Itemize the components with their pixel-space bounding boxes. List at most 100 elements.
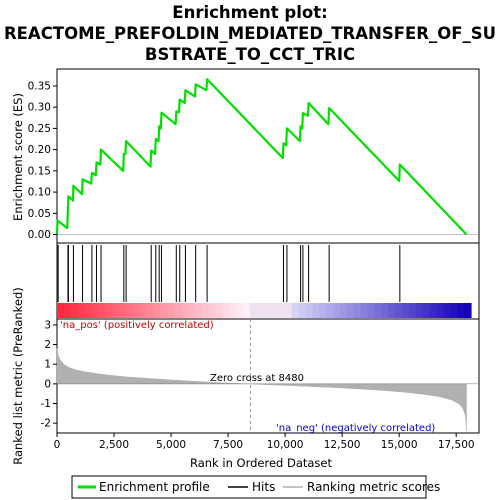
rank-color-segment: [388, 303, 396, 318]
rank-color-segment: [333, 303, 341, 318]
rank-color-segment: [215, 303, 224, 318]
legend-profile-label: Enrichment profile: [99, 480, 210, 494]
legend-metric-label: Ranking metric scores: [307, 480, 440, 494]
positive-correlation-label: 'na_pos' (positively correlated): [60, 320, 214, 331]
rank-color-segment: [374, 303, 382, 318]
rank-color-segment: [98, 303, 106, 318]
metric-y-tick-label: 0: [44, 378, 51, 390]
metric-y-tick-label: 1: [44, 359, 51, 371]
legend-item-hits: Hits: [228, 480, 275, 494]
rank-color-segment: [160, 303, 168, 318]
rank-color-segment: [243, 303, 251, 318]
legend-box: [71, 475, 427, 499]
rank-color-segment: [450, 303, 458, 318]
rank-color-segment: [326, 303, 334, 318]
rank-color-segment: [201, 303, 210, 318]
rank-color-segment: [188, 303, 196, 318]
rank-color-segment: [457, 303, 465, 318]
rank-color-segment: [181, 303, 189, 318]
rank-color-segment: [208, 303, 217, 318]
rank-color-segment: [422, 303, 431, 318]
rank-color-segment: [132, 303, 141, 318]
rank-color-segment: [77, 303, 86, 318]
title-line-1: Enrichment plot:: [172, 3, 327, 22]
ranking-metric-area: [56, 348, 467, 432]
rank-color-segment: [415, 303, 424, 318]
rank-color-segment: [339, 303, 348, 318]
rank-color-segment: [443, 303, 451, 318]
rank-color-segment: [250, 303, 258, 318]
es-y-tick-label: 0.35: [28, 80, 51, 92]
x-axis: 0 2,500 5,000 7,500 10,000 12,500 15,000 17,500: [54, 433, 475, 451]
rank-color-segment: [381, 303, 389, 318]
zero-cross-label: Zero cross at 8480: [210, 373, 304, 384]
metric-y-tick-label: -2: [41, 418, 51, 430]
x-tick-label: 10,000: [267, 439, 304, 451]
rank-color-segment: [305, 303, 313, 318]
metric-y-tick-label: -1: [41, 398, 51, 410]
rank-color-segment: [146, 303, 155, 318]
rank-color-segment: [277, 303, 286, 318]
x-tick-label: 15,000: [381, 439, 418, 451]
legend-hits-label: Hits: [252, 480, 275, 494]
es-y-tick-label: 0.25: [28, 123, 51, 135]
metric-y-tick-label: 3: [44, 319, 51, 331]
rank-color-segment: [236, 303, 244, 318]
rank-color-segment: [257, 303, 265, 318]
es-plot-layer: [55, 78, 479, 236]
rank-color-segment: [270, 303, 279, 318]
rank-color-segment: [119, 303, 127, 318]
es-y-tick-label: 0.10: [28, 187, 51, 199]
es-y-tick-label: 0.20: [28, 144, 51, 156]
rank-color-segment: [139, 303, 148, 318]
rank-color-segment: [464, 303, 472, 318]
x-axis-label: Rank in Ordered Dataset: [190, 456, 333, 470]
es-y-axis: 0.00 0.05 0.10 0.15 0.20 0.25 0.30 0.35: [28, 80, 57, 241]
rank-color-segment: [367, 303, 375, 318]
rank-color-segment: [70, 303, 79, 318]
rank-color-segment: [360, 303, 369, 318]
rank-color-segment: [63, 303, 72, 318]
x-tick-label: 17,500: [438, 439, 475, 451]
x-tick-label: 12,500: [324, 439, 361, 451]
rank-color-segment: [229, 303, 237, 318]
rank-color-segment: [195, 303, 203, 318]
rank-color-segment: [291, 303, 300, 318]
legend-item-ranking-metric: Ranking metric scores: [283, 480, 440, 494]
rank-color-segment: [264, 303, 272, 318]
es-y-tick-label: 0.00: [28, 229, 51, 241]
rank-color-bar: [57, 303, 472, 318]
rank-color-segment: [319, 303, 327, 318]
es-y-tick-label: 0.15: [28, 165, 51, 177]
x-tick-label: 5,000: [156, 439, 186, 451]
rank-color-segment: [408, 303, 417, 318]
es-y-tick-label: 0.30: [28, 102, 51, 114]
rank-color-segment: [429, 303, 438, 318]
rank-color-segment: [105, 303, 113, 318]
rank-color-segment: [353, 303, 362, 318]
rank-color-segment: [57, 303, 65, 318]
rank-color-segment: [402, 303, 410, 318]
negative-correlation-label: 'na_neg' (negatively correlated): [276, 423, 435, 434]
es-y-tick-label: 0.05: [28, 208, 51, 220]
rank-color-segment: [222, 303, 231, 318]
rank-color-segment: [312, 303, 320, 318]
rank-color-segment: [153, 303, 162, 318]
hits-layer: [57, 245, 401, 302]
metric-plot-layer: [56, 319, 479, 433]
es-panel-frame: [56, 68, 480, 244]
legend-item-enrichment-profile: Enrichment profile: [78, 480, 210, 494]
metric-y-axis-label: Ranked list metric (PreRanked): [11, 287, 25, 465]
metric-y-tick-label: 2: [44, 339, 51, 351]
rank-color-segment: [436, 303, 444, 318]
rank-color-segment: [126, 303, 134, 318]
x-tick-label: 2,500: [99, 439, 129, 451]
rank-color-segment: [112, 303, 120, 318]
title-line-2: REACTOME_PREFOLDIN_MEDIATED_TRANSFER_OF_…: [4, 24, 496, 43]
rank-color-segment: [84, 303, 93, 318]
rank-color-segment: [174, 303, 182, 318]
rank-color-segment: [91, 303, 99, 318]
title-line-3: BSTRATE_TO_CCT_TRIC: [145, 45, 355, 64]
rank-color-segment: [167, 303, 175, 318]
enrichment-profile-line: [55, 78, 468, 236]
